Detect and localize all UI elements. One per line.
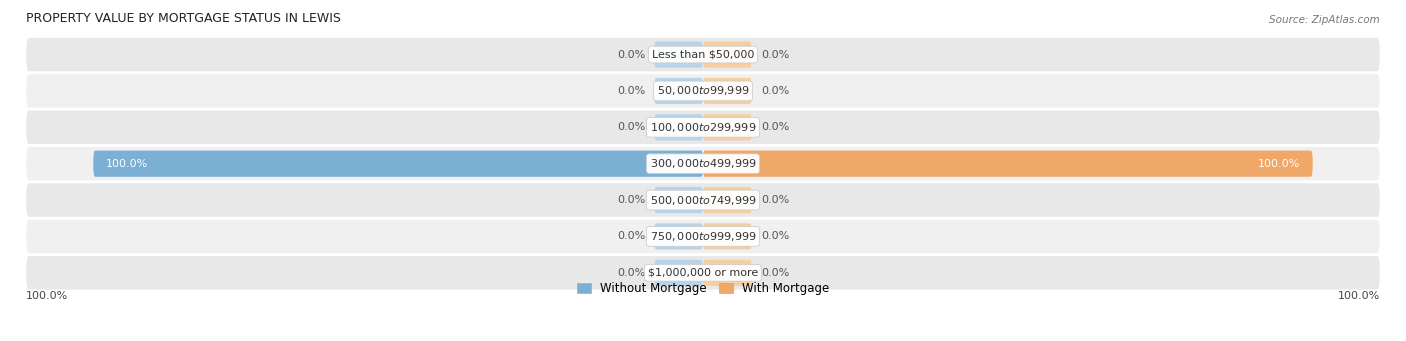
FancyBboxPatch shape bbox=[703, 187, 752, 213]
FancyBboxPatch shape bbox=[27, 110, 1379, 144]
Legend: Without Mortgage, With Mortgage: Without Mortgage, With Mortgage bbox=[572, 277, 834, 300]
FancyBboxPatch shape bbox=[93, 151, 703, 177]
Text: $300,000 to $499,999: $300,000 to $499,999 bbox=[650, 157, 756, 170]
FancyBboxPatch shape bbox=[27, 220, 1379, 253]
Text: 0.0%: 0.0% bbox=[617, 232, 645, 241]
Text: 100.0%: 100.0% bbox=[1337, 292, 1379, 301]
FancyBboxPatch shape bbox=[654, 223, 703, 250]
FancyBboxPatch shape bbox=[654, 114, 703, 140]
Text: 0.0%: 0.0% bbox=[761, 232, 789, 241]
FancyBboxPatch shape bbox=[654, 260, 703, 286]
Text: $500,000 to $749,999: $500,000 to $749,999 bbox=[650, 194, 756, 207]
Text: 0.0%: 0.0% bbox=[617, 49, 645, 60]
Text: 0.0%: 0.0% bbox=[761, 268, 789, 278]
FancyBboxPatch shape bbox=[27, 256, 1379, 290]
FancyBboxPatch shape bbox=[703, 78, 752, 104]
Text: PROPERTY VALUE BY MORTGAGE STATUS IN LEWIS: PROPERTY VALUE BY MORTGAGE STATUS IN LEW… bbox=[27, 13, 342, 26]
FancyBboxPatch shape bbox=[703, 42, 752, 68]
FancyBboxPatch shape bbox=[27, 183, 1379, 217]
FancyBboxPatch shape bbox=[27, 38, 1379, 71]
Text: $1,000,000 or more: $1,000,000 or more bbox=[648, 268, 758, 278]
Text: $750,000 to $999,999: $750,000 to $999,999 bbox=[650, 230, 756, 243]
Text: Less than $50,000: Less than $50,000 bbox=[652, 49, 754, 60]
FancyBboxPatch shape bbox=[654, 42, 703, 68]
Text: 100.0%: 100.0% bbox=[27, 292, 69, 301]
Text: Source: ZipAtlas.com: Source: ZipAtlas.com bbox=[1270, 15, 1379, 26]
FancyBboxPatch shape bbox=[703, 114, 752, 140]
FancyBboxPatch shape bbox=[703, 151, 1313, 177]
Text: 0.0%: 0.0% bbox=[761, 86, 789, 96]
FancyBboxPatch shape bbox=[654, 78, 703, 104]
FancyBboxPatch shape bbox=[654, 187, 703, 213]
FancyBboxPatch shape bbox=[27, 147, 1379, 180]
Text: 0.0%: 0.0% bbox=[761, 122, 789, 132]
Text: 0.0%: 0.0% bbox=[617, 195, 645, 205]
Text: $100,000 to $299,999: $100,000 to $299,999 bbox=[650, 121, 756, 134]
Text: 0.0%: 0.0% bbox=[617, 268, 645, 278]
Text: 0.0%: 0.0% bbox=[617, 122, 645, 132]
FancyBboxPatch shape bbox=[703, 223, 752, 250]
Text: 100.0%: 100.0% bbox=[1258, 159, 1301, 169]
Text: 0.0%: 0.0% bbox=[761, 195, 789, 205]
Text: 0.0%: 0.0% bbox=[617, 86, 645, 96]
FancyBboxPatch shape bbox=[703, 260, 752, 286]
Text: 0.0%: 0.0% bbox=[761, 49, 789, 60]
Text: 100.0%: 100.0% bbox=[105, 159, 148, 169]
Text: $50,000 to $99,999: $50,000 to $99,999 bbox=[657, 85, 749, 98]
FancyBboxPatch shape bbox=[27, 74, 1379, 108]
